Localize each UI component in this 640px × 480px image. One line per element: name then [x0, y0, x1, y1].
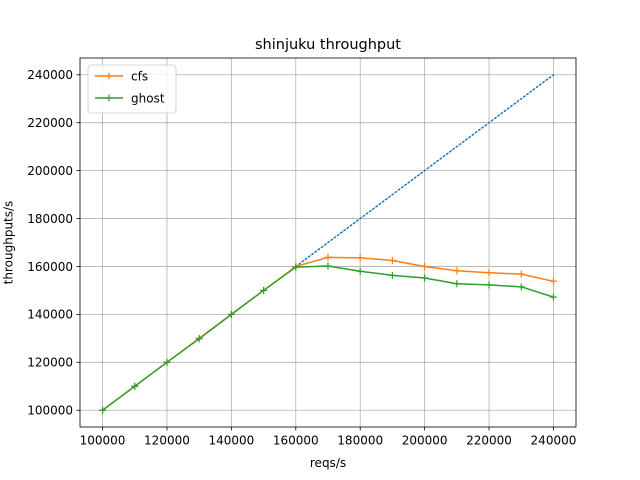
- legend-marker-cfs: [105, 72, 113, 80]
- y-tick-label: 200000: [27, 164, 73, 178]
- data-point-ghost: [453, 280, 461, 288]
- data-point-ghost: [99, 406, 107, 414]
- data-point-ghost: [195, 335, 203, 343]
- data-point-ghost: [131, 382, 139, 390]
- data-point-cfs: [324, 253, 332, 261]
- x-tick-label: 100000: [80, 434, 126, 448]
- series-layer: [99, 74, 557, 414]
- x-axis-label: reqs/s: [310, 456, 346, 470]
- data-point-ghost: [421, 274, 429, 282]
- legend-label-ghost: ghost: [131, 91, 165, 105]
- legend-box: [87, 64, 177, 114]
- data-point-cfs: [517, 270, 525, 278]
- y-tick-label: 240000: [27, 68, 73, 82]
- series-ghost: [99, 262, 557, 414]
- x-tick-label: 200000: [402, 434, 448, 448]
- legend-entry-ghost: ghost: [95, 91, 165, 105]
- x-axis: 100000 120000 140000 160000 180000 200000 2200…: [80, 427, 577, 448]
- data-point-ghost: [549, 293, 557, 301]
- data-point-cfs: [453, 267, 461, 275]
- data-point-cfs: [485, 269, 493, 277]
- data-point-ghost: [163, 358, 171, 366]
- legend-entry-cfs: cfs: [95, 69, 148, 83]
- data-point-cfs: [388, 256, 396, 264]
- series-line-reference: [295, 74, 555, 268]
- legend-marker-ghost: [105, 94, 113, 102]
- x-tick-label: 160000: [273, 434, 319, 448]
- y-tick-label: 100000: [27, 404, 73, 418]
- data-point-ghost: [227, 310, 235, 318]
- y-tick-label: 180000: [27, 212, 73, 226]
- data-point-ghost: [356, 267, 364, 275]
- data-point-ghost: [292, 263, 300, 271]
- data-point-ghost: [517, 283, 525, 291]
- x-tick-label: 240000: [531, 434, 577, 448]
- y-tick-label: 220000: [27, 116, 73, 130]
- data-point-ghost: [388, 271, 396, 279]
- y-axis: 100000 120000 140000 160000 180000 200000 2200…: [27, 68, 80, 418]
- data-point-ghost: [260, 286, 268, 294]
- legend: cfs ghost: [87, 64, 177, 114]
- data-point-ghost: [324, 262, 332, 270]
- legend-label-cfs: cfs: [131, 69, 148, 83]
- data-point-ghost: [485, 281, 493, 289]
- x-tick-label: 220000: [466, 434, 512, 448]
- y-tick-label: 120000: [27, 356, 73, 370]
- x-tick-label: 140000: [208, 434, 254, 448]
- x-tick-label: 180000: [337, 434, 383, 448]
- series-reference: [295, 74, 555, 268]
- plot-frame: [79, 57, 577, 428]
- data-point-cfs: [421, 262, 429, 270]
- y-axis-label: throughputs/s: [2, 201, 16, 285]
- x-tick-label: 120000: [144, 434, 190, 448]
- data-point-cfs: [549, 277, 557, 285]
- chart-title: shinjuku throughput: [255, 37, 401, 53]
- y-tick-label: 140000: [27, 308, 73, 322]
- data-point-cfs: [356, 254, 364, 262]
- y-tick-label: 160000: [27, 260, 73, 274]
